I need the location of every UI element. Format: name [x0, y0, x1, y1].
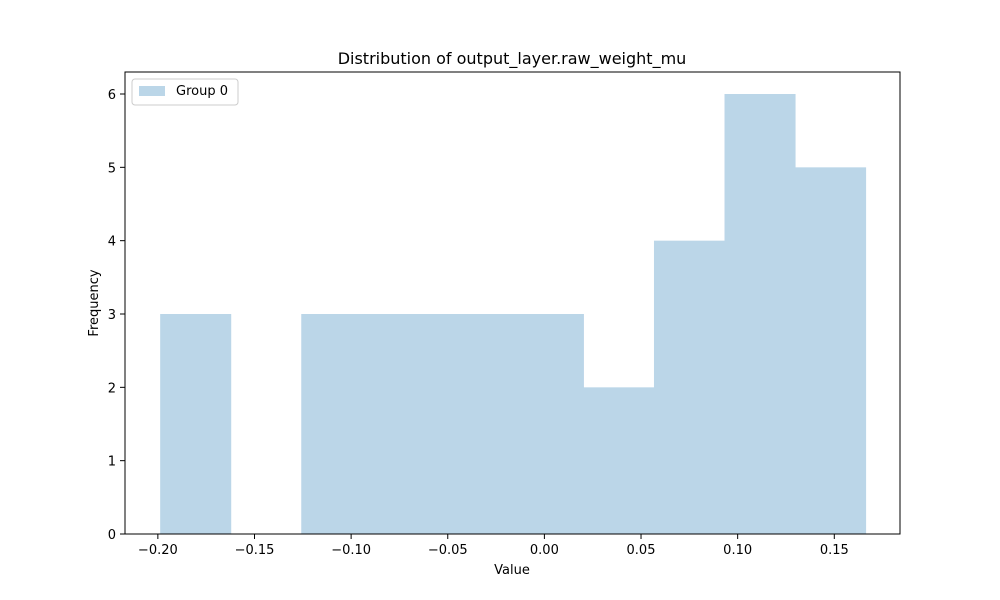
x-tick-label: 0.10	[723, 543, 752, 558]
y-tick-label: 4	[108, 235, 116, 250]
x-tick-label: −0.10	[331, 543, 371, 558]
histogram-bar	[653, 240, 726, 534]
legend: Group 0	[131, 78, 239, 106]
legend-label: Group 0	[176, 84, 228, 99]
y-tick-label: 1	[108, 455, 116, 470]
legend-box	[131, 78, 239, 106]
y-tick-label: 0	[108, 528, 116, 543]
histogram-bar	[724, 94, 796, 534]
x-tick-label: −0.20	[138, 543, 178, 558]
plot-frame	[124, 71, 901, 535]
x-axis-ticks: −0.20 −0.15 −0.10 −0.05 0.00 0.05 0.10 0.15	[138, 534, 849, 558]
x-tick-label: 0.15	[820, 543, 849, 558]
histogram-bar	[442, 314, 514, 534]
histogram-bar	[512, 314, 584, 534]
histogram-bar	[301, 314, 373, 534]
y-tick-label: 6	[108, 88, 116, 103]
x-tick-label: −0.15	[235, 543, 275, 558]
y-axis-label: Frequency	[87, 269, 102, 336]
x-axis-label: Value	[494, 563, 530, 578]
y-tick-label: 3	[108, 308, 116, 323]
bars-group	[160, 94, 867, 535]
histogram-bar	[583, 387, 655, 534]
histogram-bar	[795, 167, 867, 535]
y-tick-label: 5	[108, 161, 116, 176]
x-tick-label: 0.05	[627, 543, 656, 558]
histogram-bar	[371, 314, 443, 534]
legend-swatch	[139, 86, 165, 96]
histogram-bar	[160, 314, 232, 534]
chart-title: Distribution of output_layer.raw_weight_…	[338, 49, 687, 69]
x-tick-label: −0.05	[428, 543, 468, 558]
y-axis-ticks: 0 1 2 3 4 5 6	[108, 88, 125, 543]
y-tick-label: 2	[108, 381, 116, 396]
x-tick-label: 0.00	[530, 543, 559, 558]
